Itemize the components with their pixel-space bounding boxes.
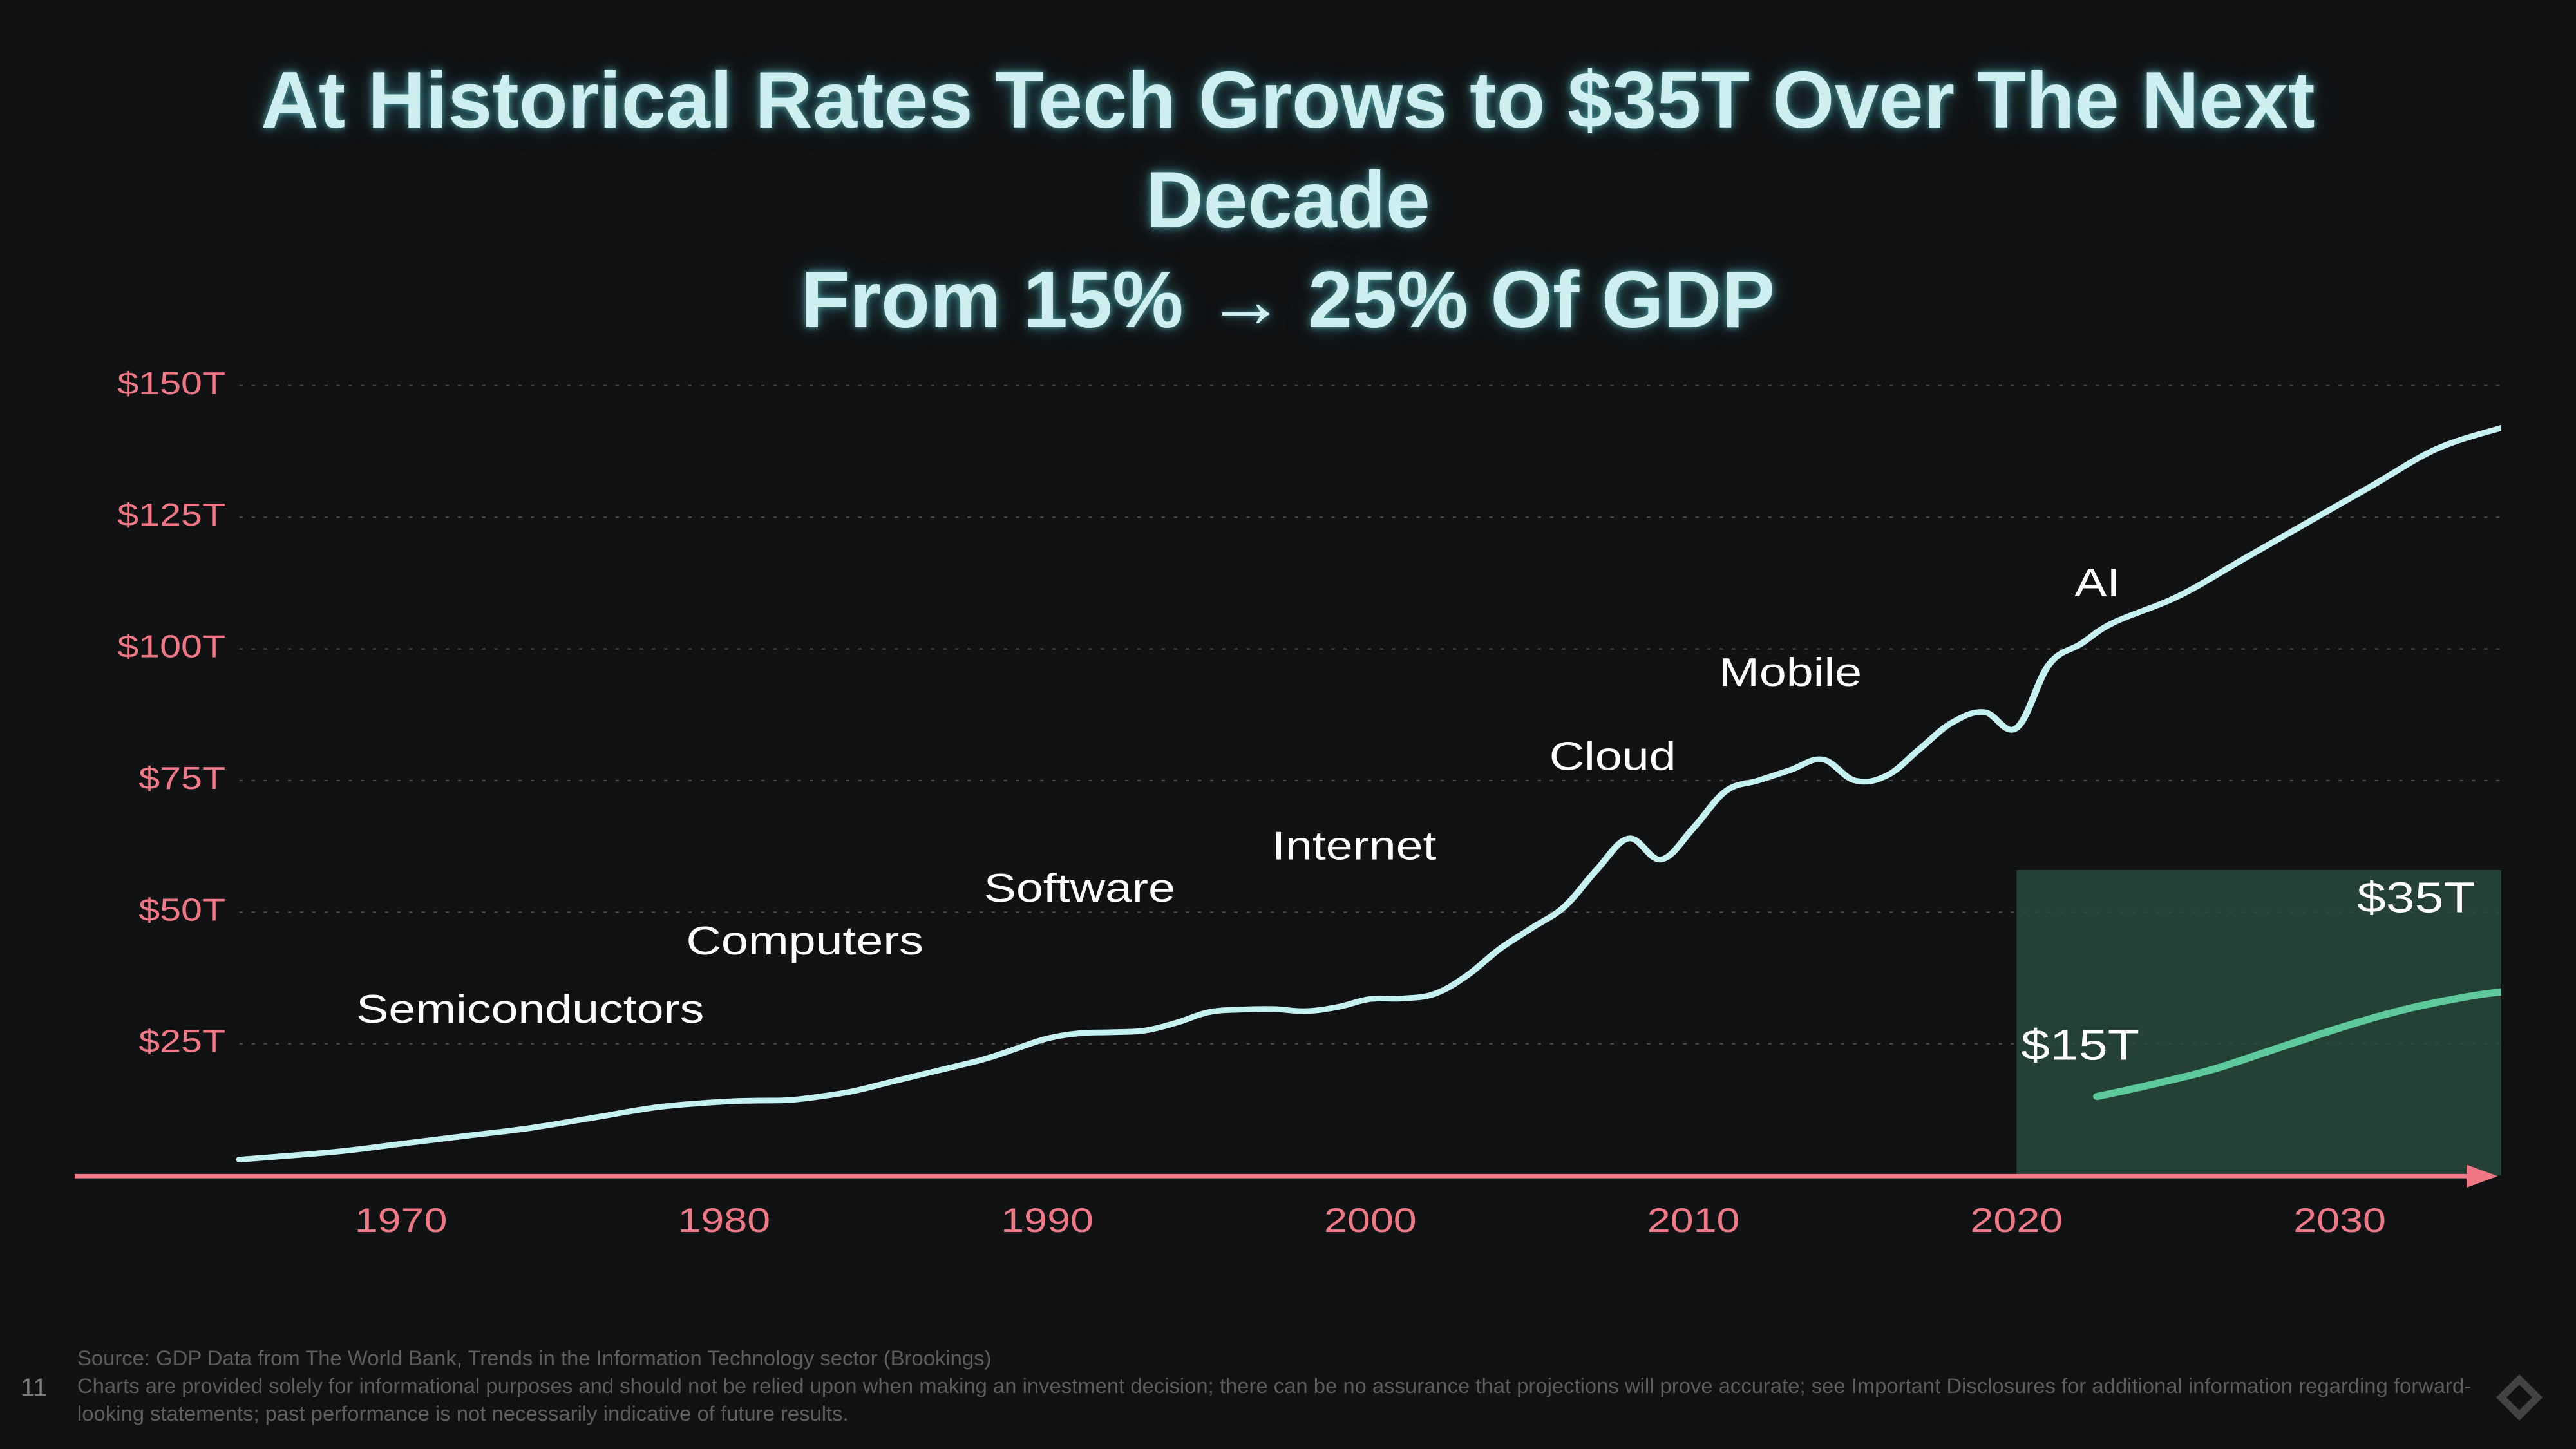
x-axis-tick-label: 2000 [1324, 1200, 1417, 1239]
y-axis-tick-label: $150T [117, 366, 225, 401]
chart-container: $25T $50T $75T $100T $125T $150T 1970 1980 1990 2… [75, 319, 2501, 1290]
y-axis-tick-label: $50T [138, 893, 225, 927]
x-axis-tick-label: 1980 [677, 1200, 770, 1239]
era-annotation: Software [984, 866, 1175, 910]
inset-start-value: $15T [2021, 1021, 2139, 1069]
y-axis-tick-label: $75T [138, 761, 225, 796]
footer-legal: Charts are provided solely for informati… [77, 1372, 2499, 1427]
x-axis-tick-label: 2030 [2293, 1200, 2386, 1239]
x-axis-tick-label: 2010 [1647, 1200, 1740, 1239]
era-annotation: AI [2074, 560, 2120, 605]
era-annotation: Cloud [1549, 734, 1676, 779]
y-axis-tick-label: $125T [117, 498, 225, 533]
brand-logo-icon [2494, 1372, 2545, 1423]
title-line-1: At Historical Rates Tech Grows to $35T O… [129, 51, 2447, 251]
era-annotation: Semiconductors [356, 987, 704, 1031]
slide: At Historical Rates Tech Grows to $35T O… [0, 0, 2576, 1449]
era-annotation: Mobile [1719, 650, 1862, 694]
x-axis-tick-label: 1990 [1001, 1200, 1094, 1239]
x-axis-tick-label: 2020 [1971, 1200, 2063, 1239]
page-number: 11 [21, 1374, 48, 1403]
era-annotation: Computers [687, 918, 923, 963]
footer-disclaimer: Source: GDP Data from The World Bank, Tr… [77, 1345, 2499, 1427]
line-chart: $25T $50T $75T $100T $125T $150T 1970 1980 1990 2… [75, 319, 2501, 1290]
x-axis-tick-label: 1970 [355, 1200, 448, 1239]
footer-source: Source: GDP Data from The World Bank, Tr… [77, 1345, 2499, 1372]
slide-title: At Historical Rates Tech Grows to $35T O… [129, 51, 2447, 350]
inset-end-value: $35T [2357, 873, 2476, 922]
y-axis-tick-label: $25T [138, 1025, 225, 1059]
y-axis-tick-label: $100T [117, 629, 225, 664]
era-annotation: Internet [1272, 824, 1436, 868]
